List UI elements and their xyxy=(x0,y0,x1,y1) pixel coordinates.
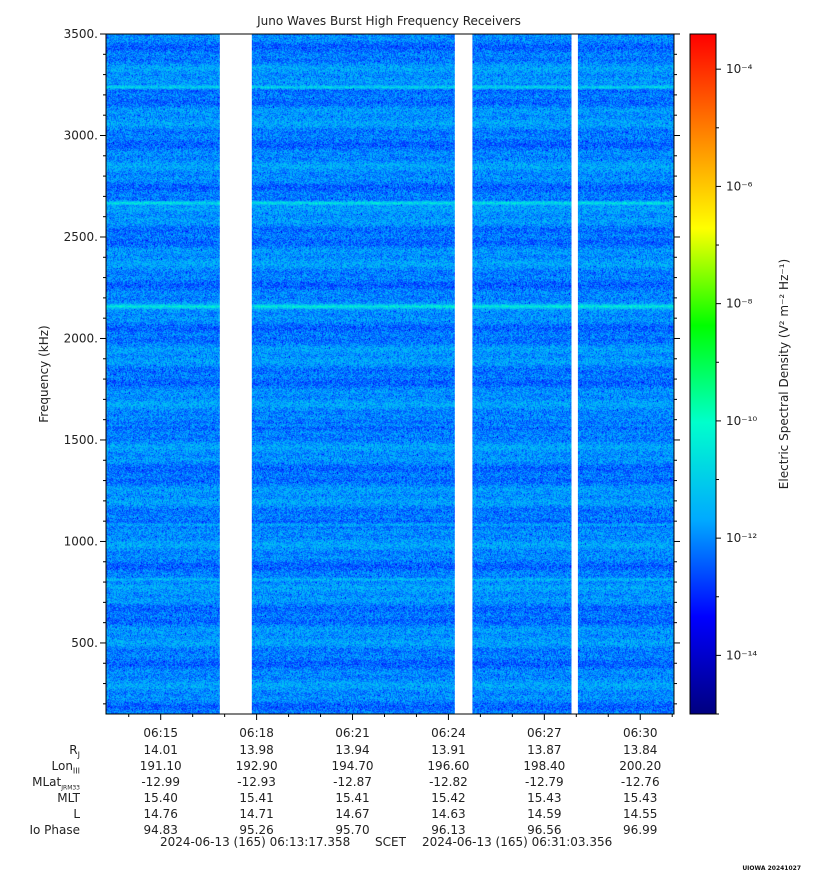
version-stamp: UIOWA 20241027 xyxy=(742,865,801,872)
ephemeris-label: LonIII xyxy=(52,759,81,775)
colorbar-scale xyxy=(689,33,717,715)
ephemeris-value: 14.63 xyxy=(431,807,466,821)
plot-frame xyxy=(105,33,675,715)
ephemeris-value: 14.71 xyxy=(239,807,274,821)
colorbar-tick-label: 10⁻¹⁴ xyxy=(726,648,757,662)
colorbar: 10⁻¹⁴ 10⁻¹² 10⁻¹⁰ 10⁻⁸ 10⁻⁶ 10⁻⁴ xyxy=(689,33,757,715)
x-tick-label: 06:24 xyxy=(431,726,466,740)
ephemeris-label: RJ xyxy=(69,743,80,759)
y-tick-label: 500. xyxy=(71,636,98,650)
ephemeris-label: MLatJRM33 xyxy=(32,775,80,791)
ephemeris-value: 96.13 xyxy=(431,823,466,837)
ephemeris-value: 14.76 xyxy=(143,807,178,821)
data-gaps xyxy=(219,34,578,714)
ephemeris-value: 191.10 xyxy=(139,759,182,773)
ephemeris-label-text: R xyxy=(69,743,78,757)
spectrogram-image xyxy=(106,34,674,714)
ephemeris-value: 200.20 xyxy=(619,759,662,773)
y-tick-label: 1000. xyxy=(64,534,98,548)
ephemeris-value: 15.43 xyxy=(527,791,562,805)
chart-title: Juno Waves Burst High Frequency Receiver… xyxy=(256,14,521,28)
data-gap-2 xyxy=(571,34,578,714)
ephemeris-value: 14.01 xyxy=(143,743,178,757)
data-gap-1 xyxy=(454,34,473,714)
ephemeris-value: 15.41 xyxy=(239,791,274,805)
ephemeris-value: 15.40 xyxy=(143,791,178,805)
ephemeris-value: -12.79 xyxy=(524,775,564,789)
y-tick-label: 2500. xyxy=(64,230,98,244)
ephemeris-value: 96.99 xyxy=(623,823,658,837)
colorbar-tick-label: 10⁻⁴ xyxy=(726,62,753,76)
ephemeris-label-text: MLat xyxy=(32,775,62,789)
ephemeris-value: 95.70 xyxy=(335,823,370,837)
ephemeris-label: MLT xyxy=(57,791,80,805)
ephemeris-value: 13.87 xyxy=(527,743,562,757)
ephemeris-value: -12.76 xyxy=(620,775,660,789)
y-axis-label: Frequency (kHz) xyxy=(37,325,51,422)
x-tick-label: 06:15 xyxy=(143,726,178,740)
ephemeris-label-subscript: III xyxy=(72,766,80,776)
ephemeris-value: 13.91 xyxy=(431,743,466,757)
y-tick-label: 1500. xyxy=(64,433,98,447)
y-tick-label: 3500. xyxy=(64,27,98,41)
scet-label: SCET xyxy=(375,835,406,849)
ephemeris-value: 94.83 xyxy=(143,823,178,837)
ephemeris-value: 196.60 xyxy=(427,759,470,773)
y-tick-label: 3000. xyxy=(64,128,98,142)
ephemeris-label: L xyxy=(73,807,80,821)
data-gap-0 xyxy=(219,34,252,714)
ephemeris-label-text: Lon xyxy=(51,759,73,773)
colorbar-tick-label: 10⁻⁸ xyxy=(726,297,753,311)
ephemeris-value: 14.67 xyxy=(335,807,370,821)
ephemeris-value: 13.94 xyxy=(335,743,370,757)
ephemeris-value: 13.84 xyxy=(623,743,658,757)
plot-axes: 500. 1000. 1500. 2000. 2500. 3000. 3500. 06:15 0… xyxy=(64,27,680,740)
ephemeris-label: Io Phase xyxy=(29,823,80,837)
ephemeris-value: 198.40 xyxy=(523,759,566,773)
x-tick-label: 06:21 xyxy=(335,726,370,740)
y-tick-label: 2000. xyxy=(64,331,98,345)
ephemeris-label-text: MLT xyxy=(57,791,80,805)
x-tick-label: 06:30 xyxy=(623,726,658,740)
colorbar-tick-label: 10⁻¹² xyxy=(726,531,757,545)
ephemeris-value: 96.56 xyxy=(527,823,562,837)
colorbar-tick-label: 10⁻¹⁰ xyxy=(726,414,757,428)
ephemeris-value: -12.82 xyxy=(429,775,468,789)
x-tick-label: 06:27 xyxy=(527,726,562,740)
ephemeris-value: 192.90 xyxy=(235,759,278,773)
ephemeris-value: 95.26 xyxy=(239,823,274,837)
ephemeris-value: 14.55 xyxy=(623,807,658,821)
ephemeris-value: -12.87 xyxy=(333,775,372,789)
ephemeris-value: 14.59 xyxy=(527,807,562,821)
ephemeris-value: 194.70 xyxy=(331,759,374,773)
ephemeris-value: 15.41 xyxy=(335,791,370,805)
ephemeris-label-subscript: JRM33 xyxy=(61,784,80,792)
colorbar-label: Electric Spectral Density (V² m⁻² Hz⁻¹) xyxy=(777,259,791,489)
ephemeris-label-subscript: J xyxy=(77,750,80,760)
start-time: 2024-06-13 (165) 06:13:17.358 xyxy=(160,835,351,849)
end-time: 2024-06-13 (165) 06:31:03.356 xyxy=(422,835,613,849)
ephemeris-value: 15.43 xyxy=(623,791,658,805)
ephemeris-label-text: L xyxy=(73,807,80,821)
ephemeris-value: -12.99 xyxy=(141,775,181,789)
ephemeris-value: 15.42 xyxy=(431,791,466,805)
ephemeris-label-text: Io Phase xyxy=(29,823,80,837)
x-tick-label: 06:18 xyxy=(239,726,274,740)
ephemeris-value: -12.93 xyxy=(237,775,276,789)
spectrogram-plot-area xyxy=(106,34,674,714)
ephemeris-value: 13.98 xyxy=(239,743,274,757)
colorbar-tick-label: 10⁻⁶ xyxy=(726,179,753,193)
